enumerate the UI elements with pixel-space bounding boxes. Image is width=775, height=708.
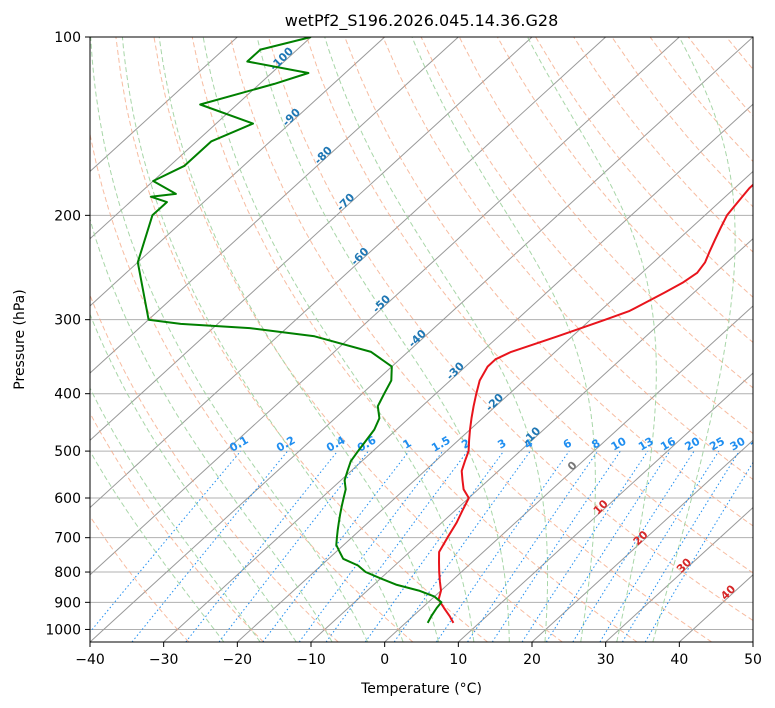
- dry-adiabat-40: [229, 37, 712, 642]
- x-tick-label: 50: [744, 652, 762, 668]
- dry-adiabat-0: [90, 131, 414, 642]
- dry-adiabat-20: [153, 37, 563, 642]
- mixing-ratio-line-30: [621, 450, 740, 642]
- y-tick-label: 700: [54, 531, 81, 547]
- moist-adiabat--25: [90, 450, 225, 642]
- isotherm-line--50: [90, 37, 680, 576]
- isotherm-line--80: [90, 37, 459, 374]
- x-tick-label: 0: [380, 652, 389, 668]
- plot-frame: [89, 36, 754, 643]
- moist-adiabat-15: [256, 37, 510, 642]
- mixing-ratio-line-2: [325, 450, 468, 642]
- y-tick-label: 300: [54, 313, 81, 329]
- moist-adiabat-35: [652, 37, 736, 642]
- y-tick-label: 800: [54, 565, 81, 581]
- isotherm-line-20: [531, 439, 753, 642]
- y-axis-ticks: 100 200 300 400 500 600 700 800 900 1000: [45, 30, 90, 638]
- x-axis-title: Temperature (°C): [360, 681, 482, 697]
- dry-adiabat-120: [535, 37, 753, 298]
- moist-adiabat--15: [90, 313, 297, 642]
- mixing-ratio-label: 36: [748, 434, 768, 453]
- mixing-ratio-line-20: [572, 450, 695, 642]
- isotherm-line--110: [90, 37, 238, 173]
- y-tick-label: 500: [54, 444, 81, 460]
- moist-adiabat--10: [90, 217, 333, 642]
- isotherm-line--60: [90, 37, 607, 509]
- isotherm-line--40: [90, 37, 753, 642]
- mixing-ratio-line-8: [467, 450, 599, 642]
- moist-adiabat-25: [411, 37, 596, 642]
- dry-adiabat-90: [420, 37, 753, 435]
- isotherm-line--90: [90, 37, 386, 307]
- dry-adiabat--20: [90, 412, 264, 642]
- mixing-ratio-line-6: [435, 450, 570, 642]
- mixing-ratio-lines: [90, 450, 753, 642]
- y-tick-label: 900: [54, 595, 81, 611]
- x-tick-label: −30: [149, 652, 179, 668]
- moist-adiabat--20: [90, 387, 261, 642]
- x-tick-label: 20: [523, 652, 541, 668]
- mixing-ratio-line-4: [393, 450, 531, 642]
- x-tick-label: 40: [670, 652, 688, 668]
- y-axis-title: Pressure (hPa): [12, 289, 28, 389]
- x-tick-label: −20: [223, 652, 253, 668]
- mixing-ratio-line-0.4: [185, 450, 338, 642]
- dry-adiabat-50: [268, 37, 753, 622]
- chart-title: wetPf2_S196.2026.045.14.36.G28: [285, 11, 559, 31]
- y-tick-label: 1000: [45, 622, 81, 638]
- moist-adiabat-20: [324, 37, 549, 642]
- x-axis-ticks: −40 −30 −20 −10 0 10 20 30 40 50: [75, 642, 762, 668]
- moist-adiabat-5: [158, 37, 439, 642]
- moist-adiabat-10: [202, 37, 475, 642]
- dry-adiabat-60: [306, 37, 753, 574]
- temperature-line: [437, 183, 753, 624]
- y-tick-label: 100: [54, 30, 81, 46]
- x-tick-label: 10: [449, 652, 467, 668]
- isotherm-line--20: [236, 170, 753, 642]
- x-tick-label: −40: [75, 652, 105, 668]
- isotherm-line--100: [90, 37, 312, 240]
- y-tick-label: 600: [54, 491, 81, 507]
- mixing-ratio-line-16: [545, 450, 671, 642]
- profile-series: [136, 37, 753, 624]
- mixing-ratio-line-0.1: [90, 450, 242, 633]
- x-tick-label: −10: [296, 652, 326, 668]
- mixing-ratio-line-3: [364, 450, 505, 642]
- isotherm-line--30: [163, 103, 753, 642]
- isotherm-line--70: [90, 37, 533, 442]
- mixing-ratio-line-0.2: [131, 450, 288, 642]
- x-tick-label: 30: [597, 652, 615, 668]
- dry-adiabat-70: [344, 37, 753, 527]
- y-tick-label: 200: [54, 208, 81, 224]
- dewpoint-line: [136, 37, 443, 624]
- dry-adiabat-30: [191, 37, 638, 642]
- isotherm-line-0: [384, 305, 753, 642]
- mixing-ratio-line-10: [491, 450, 621, 642]
- y-tick-label: 400: [54, 387, 81, 403]
- moist-adiabat-0: [121, 37, 404, 642]
- mixing-ratio-line-1.5: [298, 450, 444, 642]
- isotherm-line-30: [605, 506, 753, 642]
- isotherms: [90, 37, 753, 642]
- isotherm-line-10: [457, 372, 753, 642]
- mixing-ratio-line-13: [521, 450, 649, 642]
